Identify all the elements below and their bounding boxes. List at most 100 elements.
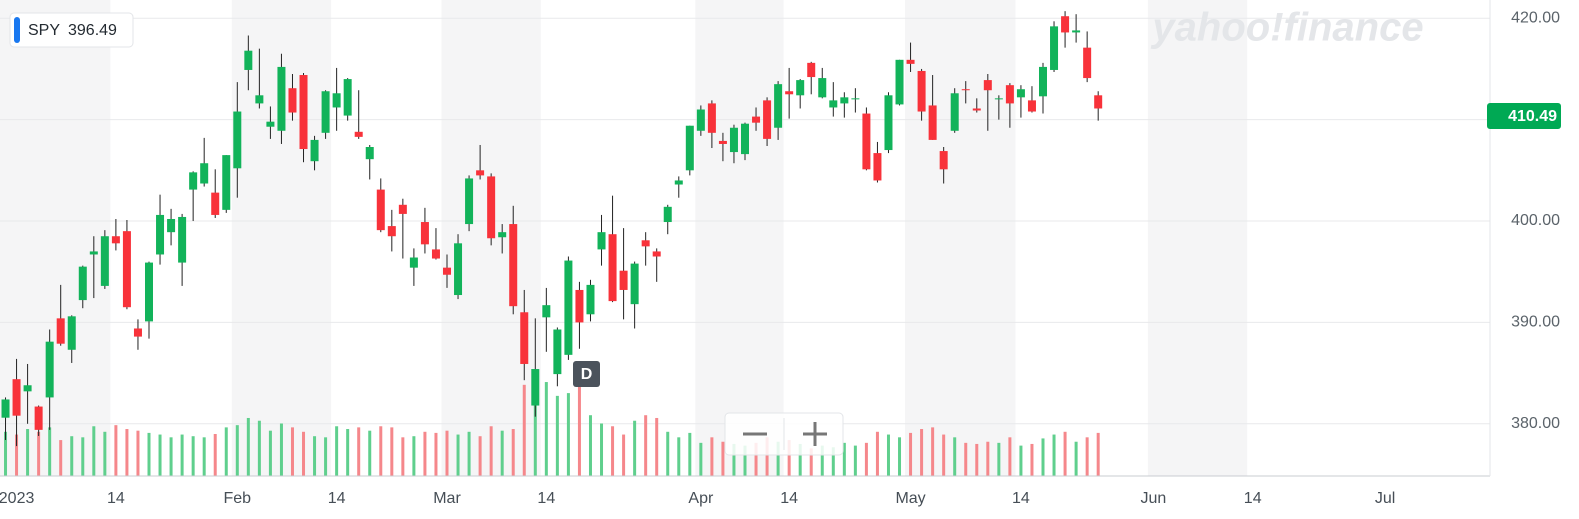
volume-bar [864, 442, 868, 476]
volume-bar [511, 429, 515, 476]
candle-body [321, 91, 330, 133]
tag-accent [14, 17, 20, 43]
price-tag: SPY 396.49 [9, 12, 134, 48]
volume-bar [1074, 441, 1078, 476]
volume-bar [655, 417, 659, 476]
candle-body [564, 260, 573, 355]
volume-bar [842, 442, 846, 476]
volume-bar [478, 436, 482, 476]
band [1147, 0, 1248, 476]
candle-body [34, 406, 43, 430]
volume-bar [357, 427, 361, 476]
tag-box [9, 12, 134, 48]
volume-bar [533, 371, 537, 476]
volume-bar [677, 437, 681, 476]
candle-body [122, 231, 131, 308]
candle-body [906, 59, 915, 64]
candle-body [884, 95, 893, 151]
volume-bar [379, 426, 383, 476]
volume-bar [335, 426, 339, 476]
event-box[interactable] [573, 361, 600, 387]
candle-body [288, 88, 297, 113]
volume-bar [1096, 432, 1100, 476]
volume-bar [743, 445, 747, 476]
volume-bar [390, 427, 394, 476]
volume-bar [15, 434, 19, 476]
x-tick-label: Jun [1140, 490, 1166, 507]
candle-body [12, 379, 21, 416]
candle-body [994, 98, 1003, 100]
candle-body [663, 206, 672, 223]
volume-bar [147, 432, 151, 476]
volume-bar [765, 437, 769, 476]
volume-bar [1063, 431, 1067, 476]
volume-bar [92, 426, 96, 476]
volume-bar [1041, 438, 1045, 476]
volume-bar [1030, 443, 1034, 476]
candle-body [862, 113, 871, 170]
event-marker[interactable]: D [573, 361, 600, 387]
candle-body [365, 147, 374, 160]
x-tick-label: 14 [1244, 490, 1262, 507]
volume-bar [4, 431, 8, 476]
candle-body [785, 91, 794, 95]
band [695, 0, 784, 476]
x-tick-label: Apr [688, 490, 714, 507]
x-tick-label: 14 [1012, 490, 1030, 507]
candle-body [200, 163, 209, 184]
volume-bar [489, 426, 493, 476]
event-label[interactable]: D [581, 366, 593, 383]
volume-bar [666, 431, 670, 476]
candle-body [774, 84, 783, 128]
volume-bar [997, 442, 1001, 476]
candle-body [376, 189, 385, 231]
candle-body [807, 62, 816, 78]
y-tick-label: 380.00 [1511, 415, 1560, 432]
volume-bar [754, 442, 758, 476]
candle-body [1039, 66, 1047, 97]
candle-body [1061, 16, 1070, 33]
y-tick-label: 390.00 [1511, 314, 1560, 331]
candle-body [89, 251, 98, 255]
volume-bar [191, 436, 195, 476]
candle-body [145, 262, 153, 322]
candle-body [1094, 95, 1103, 109]
candle-body [1027, 100, 1036, 112]
volume-bar [125, 429, 129, 476]
candle-body [630, 263, 639, 305]
candle-body [597, 232, 606, 250]
candle-body [78, 266, 87, 301]
x-tick-label: 14 [328, 490, 346, 507]
candle-body [939, 151, 948, 170]
volume-bar [809, 448, 813, 476]
candle-body [1, 399, 10, 418]
symbol: SPY [28, 22, 60, 39]
volume-bar [920, 429, 924, 476]
watermark: yahoo!finance [1150, 6, 1423, 50]
volume-bar [1008, 437, 1012, 476]
candle-body [211, 192, 220, 215]
volume-bar [346, 429, 350, 476]
candles [1, 11, 1103, 447]
volume-bar [224, 427, 228, 476]
candle-body [299, 75, 308, 150]
candle-body [420, 222, 429, 245]
volume-bar [566, 393, 570, 476]
volume-bar [986, 441, 990, 476]
volume-bar [434, 432, 438, 476]
badge-box [1487, 103, 1561, 129]
candle-body [873, 153, 882, 181]
volume-bar [953, 437, 957, 476]
y-tick-label: 400.00 [1511, 212, 1560, 229]
volume-bar [942, 434, 946, 476]
volume-bar [26, 429, 30, 476]
volume-bar [158, 434, 162, 476]
volume-bar [59, 440, 63, 476]
volume-bar [588, 415, 592, 476]
candle-body [189, 172, 198, 190]
candle-body [56, 318, 65, 344]
candle-body [156, 214, 165, 255]
candle-body [111, 236, 120, 244]
x-tick-label: Feb [224, 490, 252, 507]
volume-bar [290, 427, 294, 476]
